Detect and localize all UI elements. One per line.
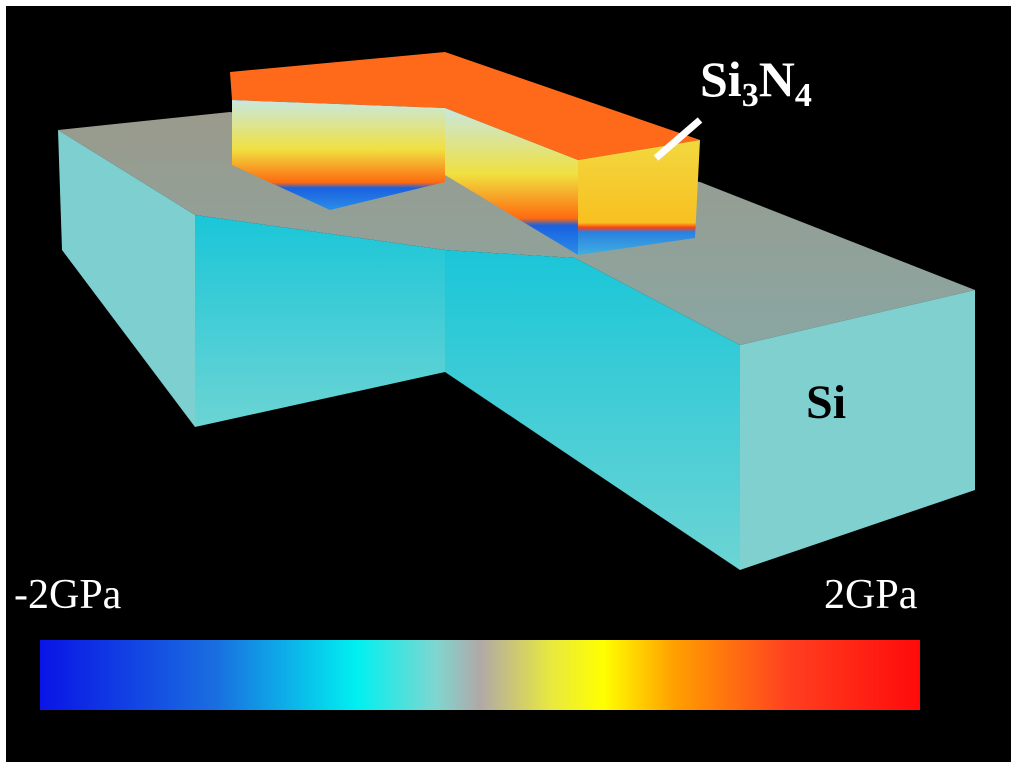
figure: Si3N4 Si -2GPa 2GPa	[0, 0, 1017, 768]
colorbar-max-label: 2GPa	[824, 572, 918, 618]
substrate-label: Si	[806, 376, 846, 429]
colorbar	[40, 640, 920, 710]
colorbar-min-label: -2GPa	[14, 572, 122, 618]
